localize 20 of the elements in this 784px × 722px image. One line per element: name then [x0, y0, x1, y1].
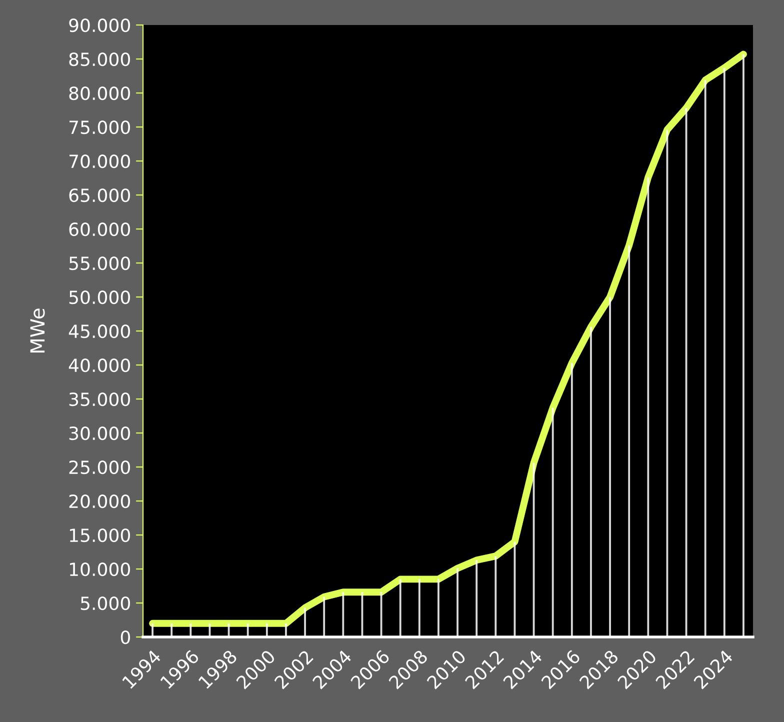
y-tick-label: 85.000	[69, 52, 130, 66]
y-tick-label: 20.000	[69, 494, 130, 508]
y-tick-label: 15.000	[70, 528, 130, 542]
y-tick-label: 40.000	[68, 358, 130, 372]
y-tick-label: 70.000	[70, 154, 130, 168]
y-tick-label: 25.000	[69, 460, 130, 474]
y-tick-label: 45.000	[68, 324, 130, 338]
y-tick-label: 35.000	[69, 392, 130, 406]
y-tick-label: 10.000	[70, 562, 130, 576]
y-tick-label: 30.000	[69, 426, 130, 440]
y-tick-label: 75.000	[70, 120, 130, 134]
y-tick-label: 60.000	[69, 222, 130, 236]
y-tick-label: 5.000	[80, 596, 130, 610]
y-tick-label: 90.000	[69, 18, 130, 32]
y-tick-label: 80.000	[69, 86, 130, 100]
y-tick-label: 0	[120, 630, 130, 644]
y-tick-label: 55.000	[69, 256, 130, 270]
y-axis-title: MWe	[30, 308, 45, 353]
y-tick-label: 50.000	[69, 290, 130, 304]
y-tick-label: 65.000	[69, 188, 130, 202]
